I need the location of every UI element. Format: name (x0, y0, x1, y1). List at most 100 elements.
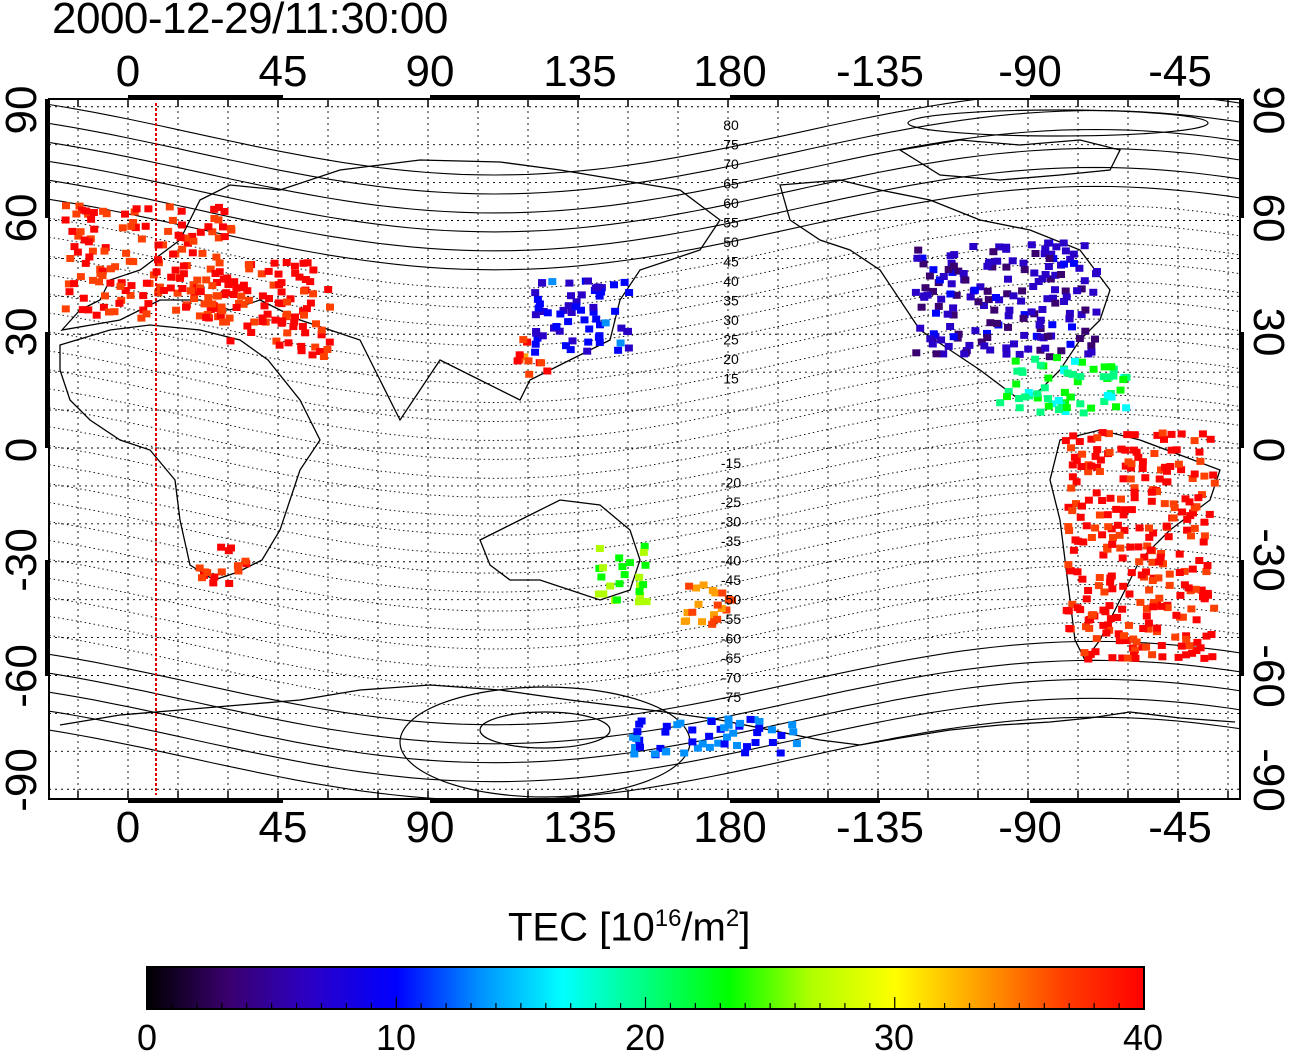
tec-cell (65, 288, 74, 296)
tec-cell (624, 344, 633, 352)
tec-cell (1024, 389, 1033, 396)
tec-cell (82, 207, 91, 215)
tec-cell (1131, 646, 1139, 654)
tec-cell (291, 269, 300, 277)
tec-cell (1065, 315, 1074, 323)
tec-cell (214, 216, 223, 224)
tec-cell (713, 601, 722, 609)
colorbar-label-end: ] (739, 905, 751, 950)
tec-cell (1130, 484, 1139, 492)
tec-cell (1134, 453, 1143, 461)
contour-label: -75 (721, 689, 741, 705)
tec-cell (217, 568, 226, 576)
tec-cell (1195, 448, 1204, 456)
tec-cell (1077, 463, 1086, 470)
tec-cell (1078, 502, 1086, 510)
tec-cell (173, 289, 182, 297)
tec-cell (1132, 448, 1141, 456)
tec-cell (230, 278, 239, 286)
tec-cell (914, 246, 923, 254)
tec-cell (1106, 578, 1115, 586)
tec-cell (64, 280, 73, 288)
tec-cell (1109, 534, 1117, 541)
tec-cell (1066, 340, 1075, 348)
tec-cell (210, 215, 219, 222)
frame-bar (1030, 95, 1180, 100)
tec-cell (1123, 654, 1132, 662)
tec-cell (1011, 357, 1020, 365)
contour-label: 15 (723, 371, 739, 387)
tec-cell (612, 596, 621, 604)
tec-cell (152, 268, 161, 276)
tec-cell (1117, 445, 1126, 453)
tec-cell (1066, 255, 1075, 263)
left-tick: 60 (0, 193, 46, 243)
tec-cell (1063, 369, 1072, 377)
tec-cell (1150, 450, 1159, 457)
tec-cell (685, 582, 694, 590)
tec-cell (220, 233, 229, 241)
tec-cell (1190, 504, 1199, 512)
tec-cell (1051, 271, 1060, 279)
tec-cell (1078, 575, 1087, 583)
tec-cell (308, 351, 317, 359)
tec-cell (986, 346, 995, 354)
tec-cell (583, 347, 592, 355)
tec-cell (224, 281, 233, 289)
tec-cell (121, 210, 129, 218)
south-pole-contour (479, 711, 611, 749)
tec-cell (302, 305, 311, 313)
tec-cell (1060, 388, 1069, 396)
tec-cell (954, 267, 963, 275)
tec-cell (584, 338, 593, 346)
tec-cell (1072, 478, 1081, 486)
tec-cell (680, 749, 689, 757)
tec-cell (142, 310, 151, 318)
tec-cell (1155, 475, 1164, 483)
tec-cell (127, 282, 136, 290)
tec-cell (1119, 511, 1128, 519)
tec-cell (688, 726, 697, 734)
tec-cell (992, 294, 1000, 301)
tec-cell (1138, 464, 1147, 472)
tec-cell (692, 584, 700, 592)
tec-cell (1158, 653, 1167, 661)
tec-cell (918, 254, 927, 262)
tec-cell (543, 367, 552, 375)
right-tick: 30 (1244, 307, 1292, 357)
contour-label: 65 (723, 176, 739, 192)
tec-cell (1190, 437, 1199, 445)
tec-cell (538, 279, 546, 287)
tec-cell (1107, 363, 1116, 371)
bottom-tick: -135 (835, 803, 925, 852)
tec-cell (1073, 568, 1082, 576)
tec-cell (1003, 290, 1012, 298)
tec-cell (755, 718, 764, 725)
tec-cell (208, 228, 217, 236)
tec-cell (595, 292, 604, 300)
tec-cell (949, 333, 958, 341)
tec-cell (1061, 287, 1070, 295)
tec-cell (789, 728, 798, 736)
tec-cell (1043, 295, 1052, 303)
tec-cell (1174, 460, 1183, 468)
tec-cell (912, 349, 921, 357)
tec-cell (720, 724, 729, 732)
tec-cell (1163, 604, 1172, 612)
contour-label: -55 (721, 611, 741, 627)
tec-cell (1146, 546, 1155, 554)
tec-cell (84, 306, 93, 314)
tec-cell (639, 548, 648, 556)
tec-cell (1087, 348, 1096, 356)
tec-cell (983, 334, 992, 342)
tec-cell (188, 249, 197, 257)
tec-cell (1104, 430, 1113, 438)
tec-cell (705, 732, 714, 740)
tec-cell (1108, 585, 1117, 593)
tec-cell (624, 327, 632, 335)
colorbar-tick: 10 (375, 1017, 417, 1058)
tec-cell (1036, 408, 1045, 416)
tec-cell (1142, 643, 1151, 651)
tec-cell (154, 241, 163, 249)
tec-cell (1069, 250, 1078, 258)
